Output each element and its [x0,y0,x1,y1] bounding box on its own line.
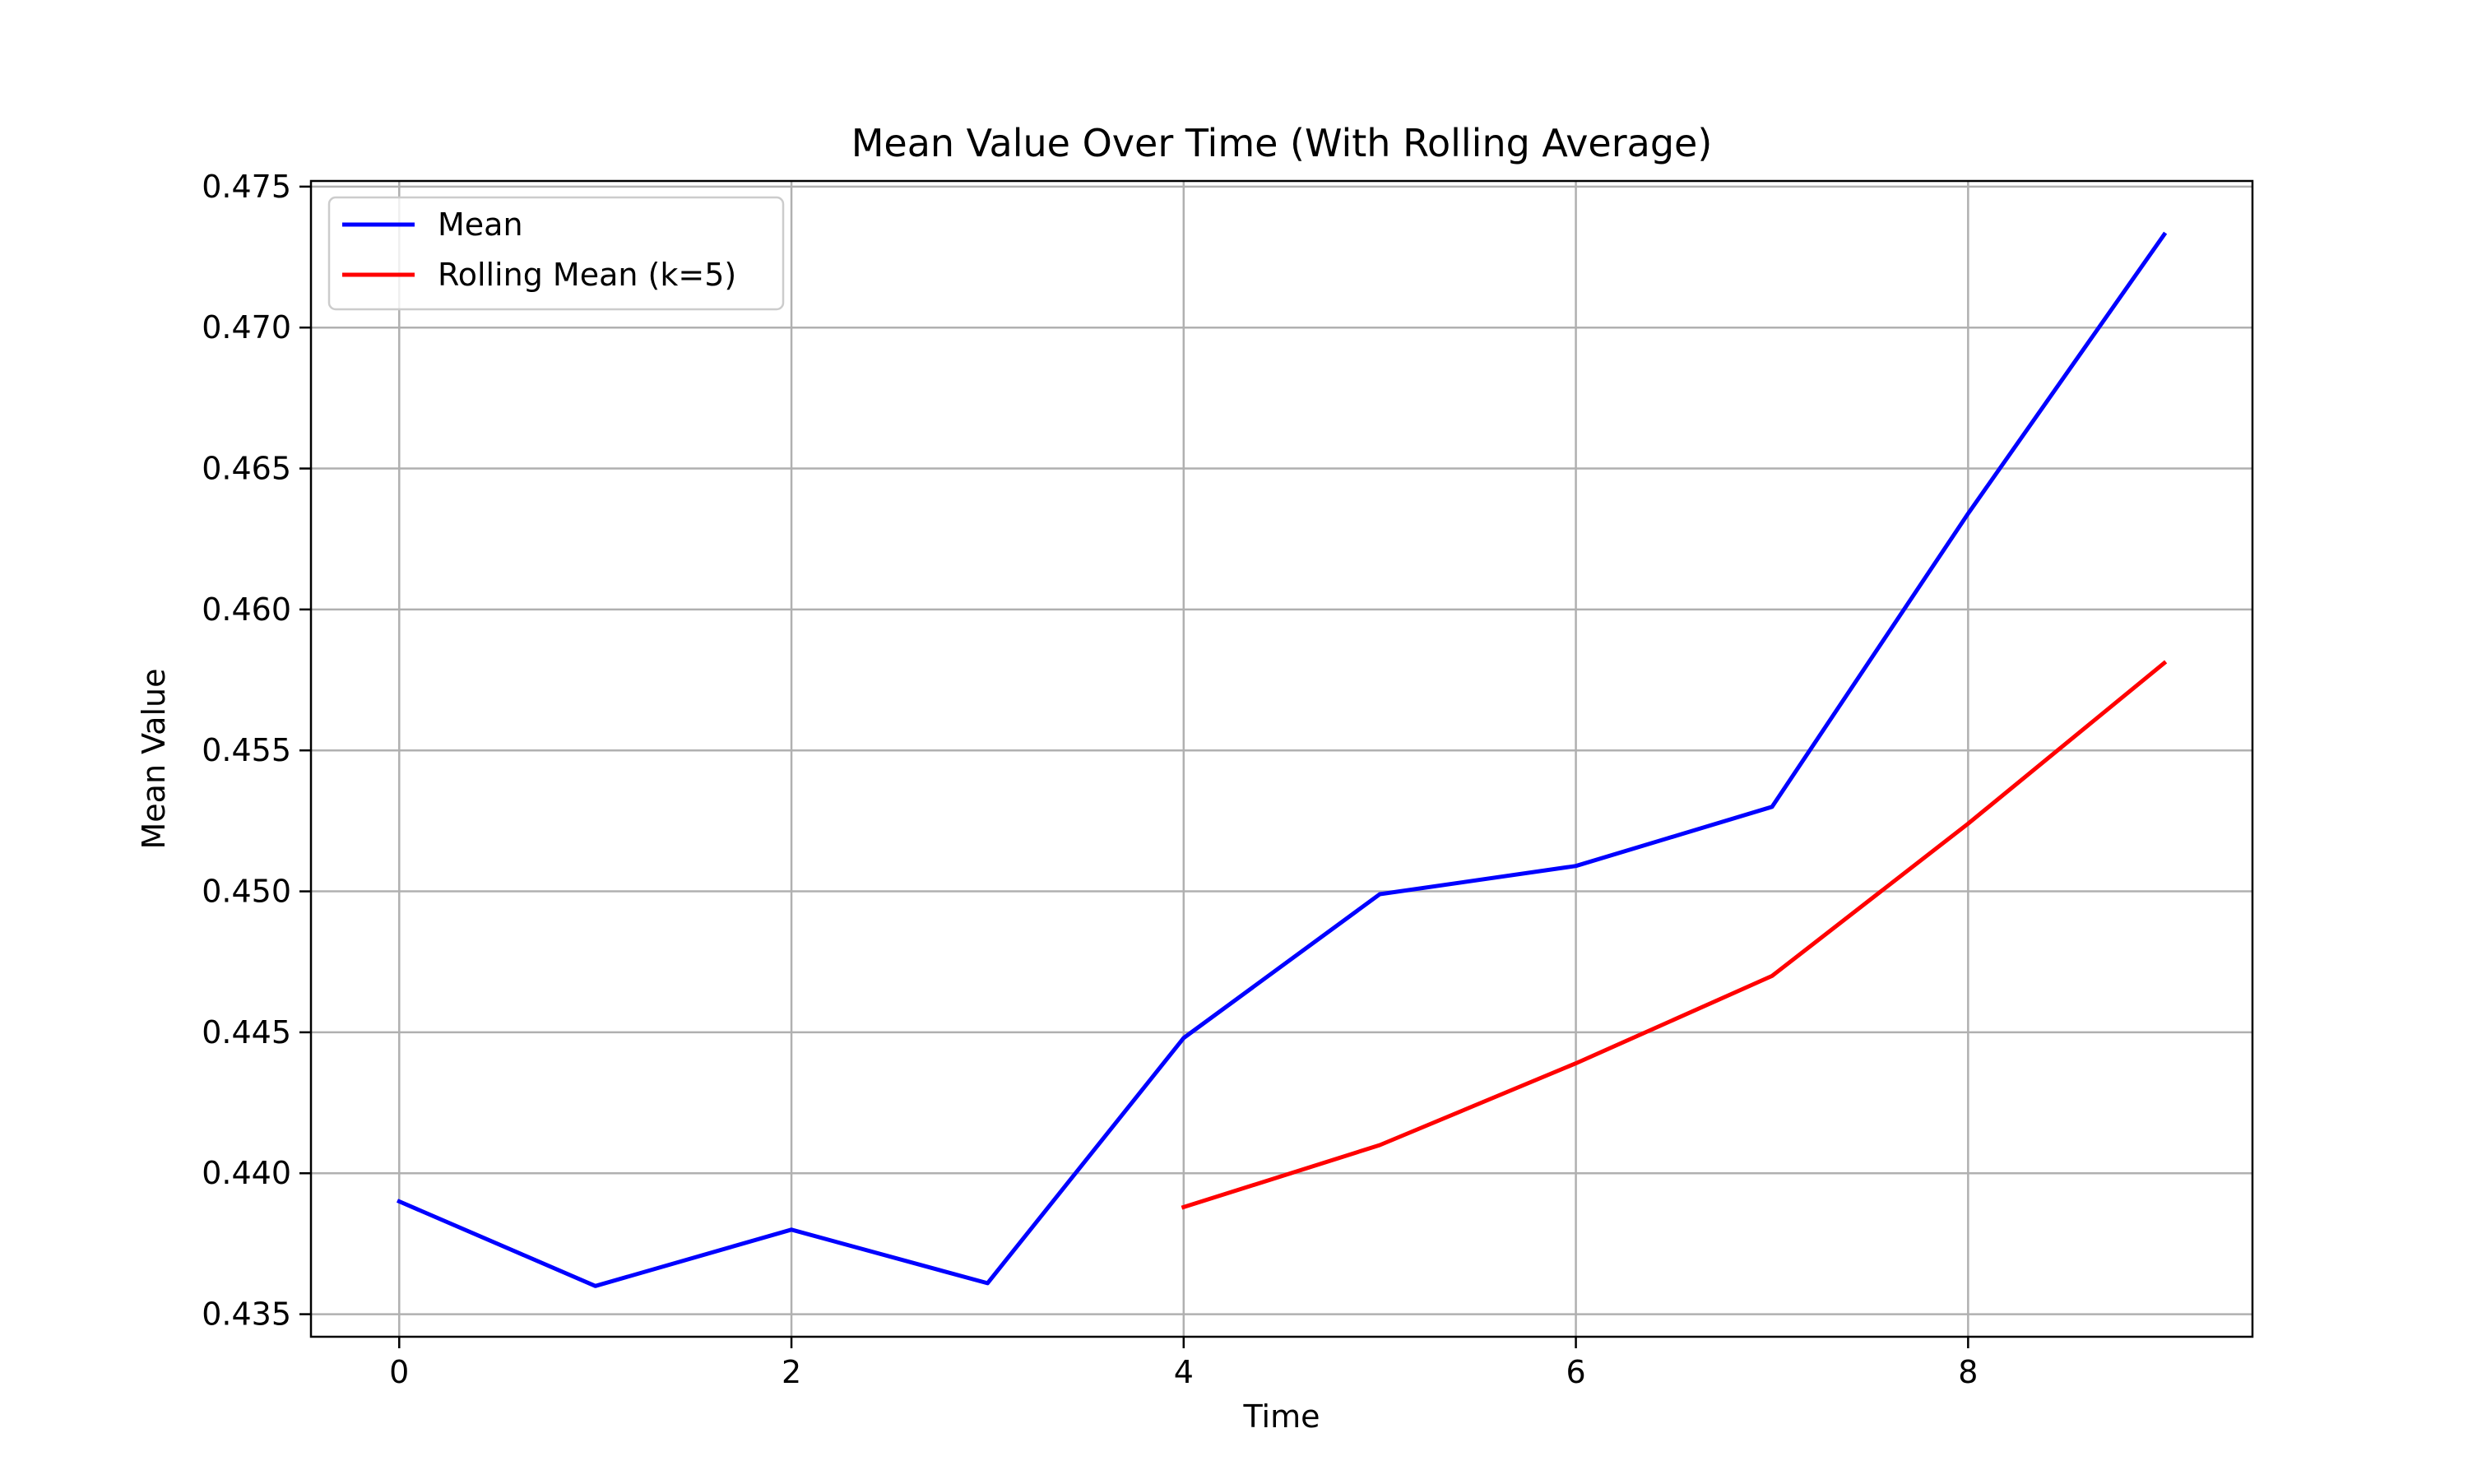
y-tick-label: 0.465 [202,451,291,487]
legend-label-1: Rolling Mean (k=5) [438,257,736,293]
x-tick-label: 0 [389,1354,409,1390]
y-tick-label: 0.435 [202,1296,291,1333]
x-axis-label: Time [1243,1398,1320,1435]
y-tick-label: 0.460 [202,591,291,628]
x-tick-label: 8 [1958,1354,1978,1390]
series-line-0 [397,231,2168,1288]
y-tick-label: 0.475 [202,169,291,205]
y-axis-label: Mean Value [136,669,172,850]
legend: Mean Rolling Mean (k=5) [327,196,785,311]
series-line-1 [1181,660,2168,1210]
x-tick-label: 2 [782,1354,801,1390]
y-tick-label: 0.445 [202,1014,291,1050]
legend-label-0: Mean [438,206,523,243]
y-tick-label: 0.440 [202,1155,291,1191]
grid-lines [311,181,2252,1337]
x-tick-label: 4 [1174,1354,1194,1390]
axis-ticks: 0 2 4 6 8 0.435 0.440 0.445 0.450 0.455 0.460 0.465… [202,169,1978,1390]
plot-frame [309,179,2254,1338]
y-tick-label: 0.455 [202,732,291,768]
chart-title: Mean Value Over Time (With Rolling Avera… [851,121,1713,165]
plot-series [397,231,2168,1288]
legend-box [327,196,785,311]
y-tick-label: 0.470 [202,309,291,345]
y-tick-label: 0.450 [202,874,291,910]
x-tick-label: 6 [1566,1354,1585,1390]
